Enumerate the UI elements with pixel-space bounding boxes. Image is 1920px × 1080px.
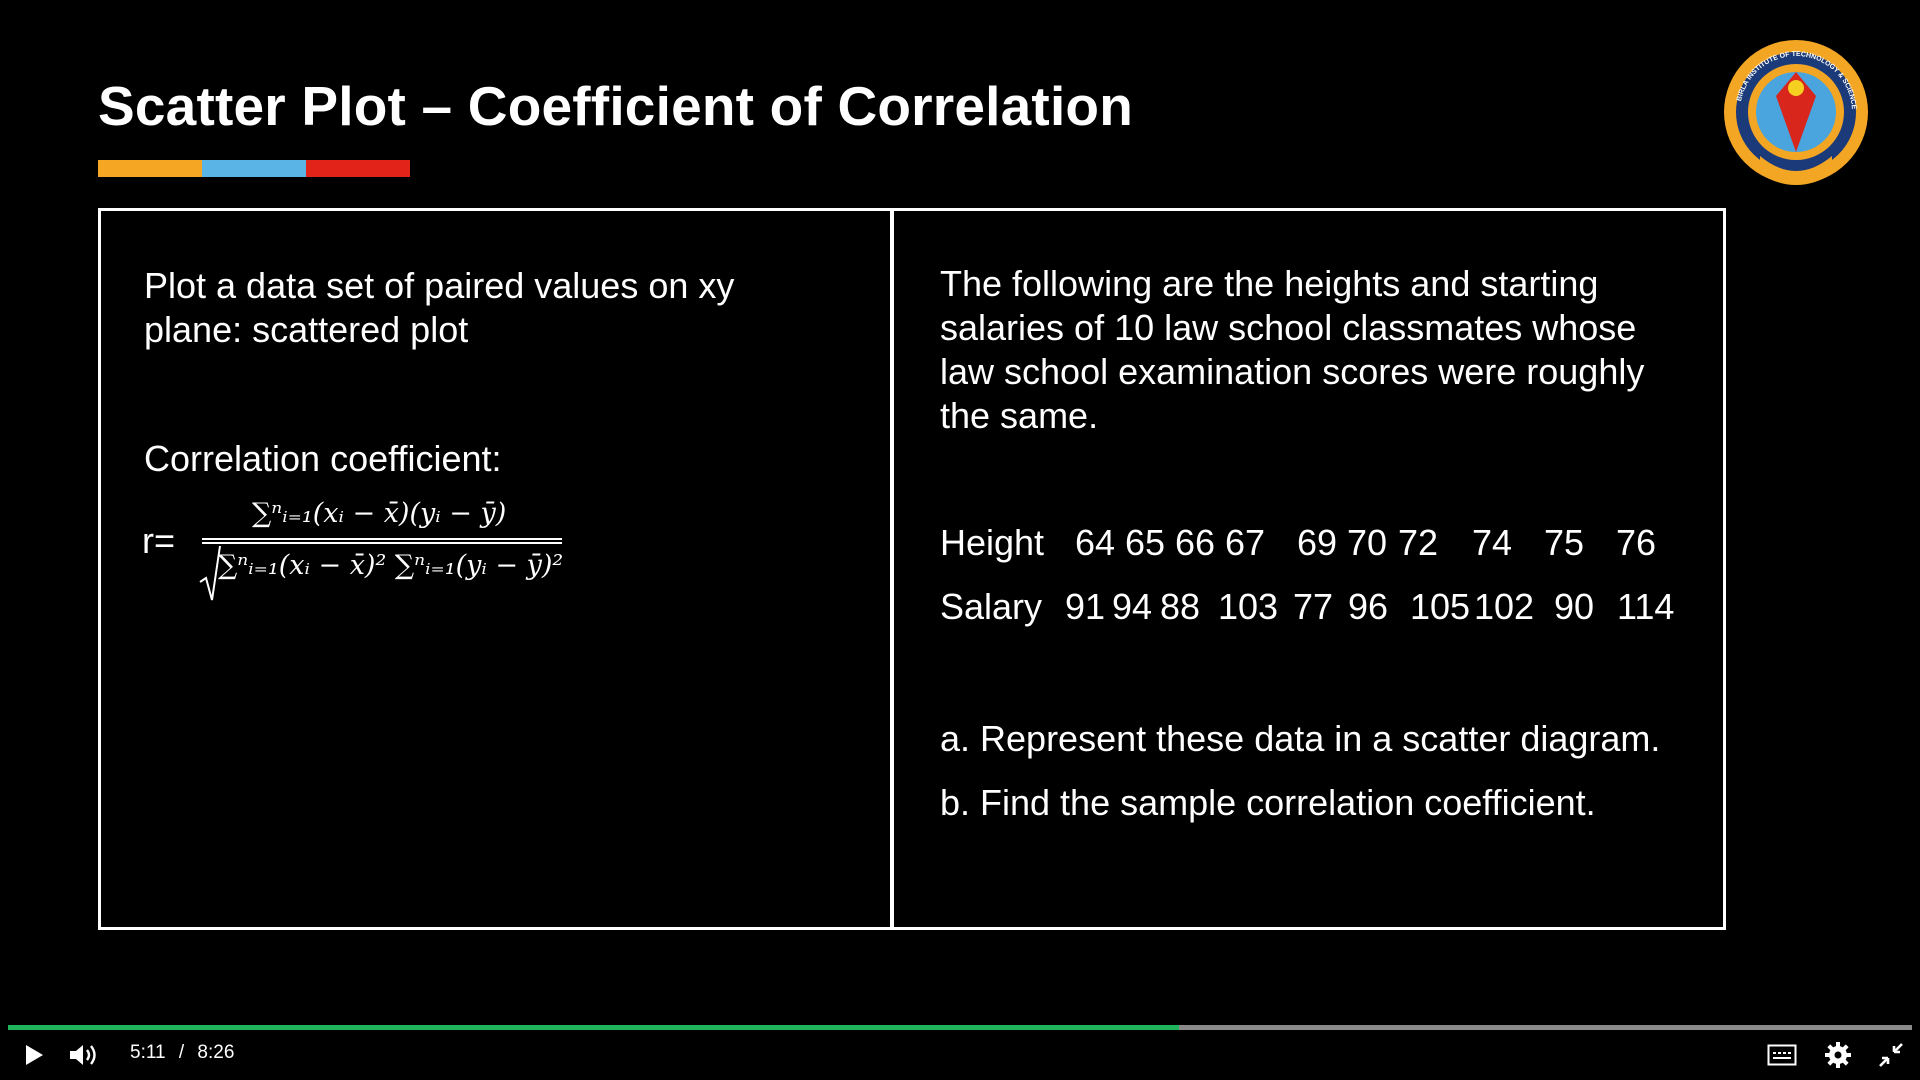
settings-icon [1825,1042,1851,1068]
height-value: 70 [1347,522,1388,563]
height-value: 76 [1616,522,1657,563]
institute-logo: BIRLA INSTITUTE OF TECHNOLOGY & SCIENCE … [1720,36,1868,185]
salary-value: 90 [1554,586,1595,627]
correlation-formula: r= ∑ⁿᵢ₌₁(xᵢ − x̄)(yᵢ − ȳ) ∑ⁿᵢ₌₁(xᵢ − x̄)… [142,498,582,608]
problem-line-2: salaries of 10 law school classmates who… [940,307,1637,348]
play-icon [26,1045,43,1065]
time-display: 5:11 / 8:26 [130,1042,234,1064]
task-b: b. Find the sample correlation coefficie… [940,782,1596,823]
slide-title: Scatter Plot – Coefficient of Correlatio… [98,75,1134,137]
salary-value: 96 [1348,586,1389,627]
problem-line-1: The following are the heights and starti… [940,263,1599,304]
current-time: 5:11 [130,1042,166,1063]
accent-red [306,160,410,177]
salary-value: 77 [1293,586,1334,627]
title-accent-bar [98,160,410,177]
fraction-line [202,538,562,540]
salary-value: 94 [1112,586,1153,627]
square-root-icon [199,545,221,601]
progress-played [8,1025,1179,1030]
height-value: 67 [1225,522,1266,563]
salary-value: 105 [1410,586,1471,627]
problem-line-3: law school examination scores were rough… [940,351,1645,392]
height-value: 66 [1175,522,1216,563]
height-row: Height 64 65 66 67 69 70 72 74 75 76 [940,522,1656,564]
accent-orange [98,160,202,177]
formula-r-label: r= [142,520,176,561]
salary-value: 91 [1065,586,1106,627]
height-value: 65 [1125,522,1166,563]
time-separator: / [178,1042,185,1063]
height-value: 69 [1297,522,1338,563]
captions-button[interactable] [1764,1040,1800,1070]
right-panel [890,208,1726,930]
fraction-line-double [202,542,562,544]
formula-numerator: ∑ⁿᵢ₌₁(xᵢ − x̄)(yᵢ − ȳ) [252,498,507,529]
height-value: 74 [1472,522,1513,563]
correlation-coefficient-label: Correlation coefficient: [144,438,502,479]
height-value: 75 [1544,522,1585,563]
salary-value: 88 [1160,586,1201,627]
intro-line-2: plane: scattered plot [144,309,469,350]
settings-button[interactable] [1822,1040,1854,1070]
accent-blue [202,160,306,177]
salary-row: Salary 91 94 88 103 77 96 105 102 90 114 [940,586,1674,628]
task-a: a. Represent these data in a scatter dia… [940,718,1661,759]
height-value: 72 [1398,522,1439,563]
height-value: 64 [1075,522,1116,563]
exit-fullscreen-button[interactable] [1876,1040,1906,1070]
salary-label: Salary [940,586,1043,627]
formula-denominator: ∑ⁿᵢ₌₁(xᵢ − x̄)² ∑ⁿᵢ₌₁(yᵢ − ȳ)² [218,550,564,581]
problem-line-4: the same. [940,395,1099,436]
salary-value: 114 [1617,586,1675,627]
salary-value: 102 [1474,586,1535,627]
play-button[interactable] [18,1040,50,1070]
salary-value: 103 [1218,586,1279,627]
progress-bar[interactable] [8,1025,1912,1030]
intro-line-1: Plot a data set of paired values on xy [144,265,735,306]
volume-button[interactable] [66,1040,102,1070]
height-label: Height [940,522,1045,563]
volume-icon [70,1045,96,1065]
exit-fullscreen-icon [1879,1043,1903,1067]
duration: 8:26 [197,1042,235,1063]
captions-icon [1767,1044,1797,1066]
